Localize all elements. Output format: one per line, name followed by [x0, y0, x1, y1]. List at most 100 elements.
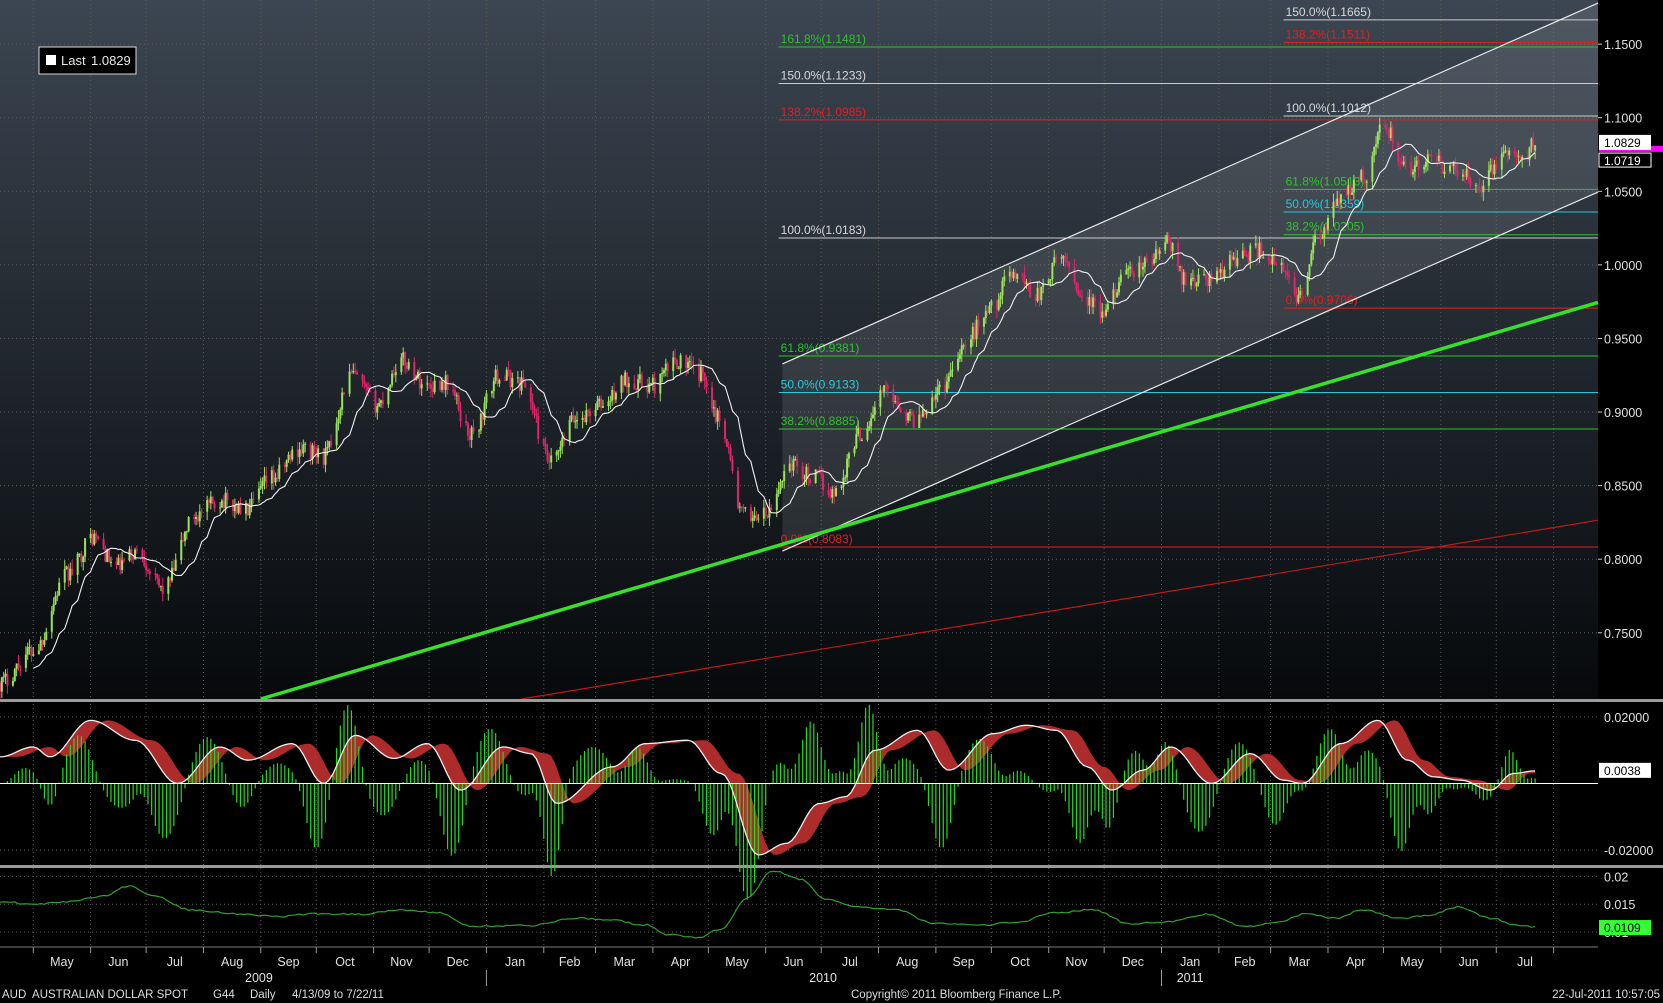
candle-up: [853, 448, 856, 454]
candle-up: [159, 585, 162, 587]
candle-down: [1345, 194, 1348, 196]
candle-up: [794, 458, 797, 460]
candle-up: [958, 354, 961, 359]
candle-up: [777, 489, 780, 494]
candle-up: [699, 366, 702, 381]
candle-down: [1515, 153, 1518, 157]
price-axis-tick: 0.8500: [1604, 480, 1642, 494]
macd-axis-tick: -0.02000: [1604, 844, 1653, 858]
candle-up: [339, 409, 342, 419]
fibonacci-levels: 161.8%(1.1481) 150.0%(1.1233) 138.2%(1.098…: [778, 5, 1598, 548]
month-label: Oct: [1010, 955, 1030, 969]
candle-down: [207, 500, 210, 504]
candle-down: [1064, 256, 1067, 262]
fib-level-label: 138.2%(1.1511): [1286, 28, 1371, 42]
candle-up: [328, 441, 331, 447]
candle-up: [1389, 127, 1392, 138]
candle-up: [947, 376, 950, 382]
candle-down: [548, 461, 551, 463]
candle-up: [1116, 292, 1119, 298]
candle-up: [171, 567, 174, 581]
candle-up: [1504, 150, 1507, 153]
candle-up: [738, 506, 741, 508]
candle-down: [405, 365, 408, 369]
candle-up: [1208, 273, 1211, 286]
fib-level-label: 38.2%(1.0205): [1286, 220, 1365, 234]
candle-up: [1232, 256, 1235, 260]
candle-up: [997, 299, 1000, 310]
candle-up: [846, 458, 849, 478]
candle-up: [883, 385, 886, 392]
candle-down: [1454, 162, 1457, 171]
candle-up: [378, 402, 381, 407]
candle-down: [115, 561, 118, 565]
candle-down: [1295, 294, 1298, 303]
candle-up: [1474, 185, 1477, 187]
candle-up: [971, 326, 974, 340]
candle-up: [677, 368, 680, 370]
candle-up: [1517, 155, 1520, 157]
candle-up: [1062, 256, 1065, 258]
candle-down: [818, 471, 821, 474]
month-label: Jul: [1517, 955, 1533, 969]
candle-up: [261, 481, 264, 487]
candle-down: [1068, 261, 1071, 268]
month-label: Feb: [559, 955, 581, 969]
candle-down: [1177, 243, 1180, 267]
candle-down: [1293, 277, 1296, 295]
candle-up: [494, 369, 497, 381]
last-price-badge-text: 1.0829: [1604, 136, 1641, 150]
candle-up: [1312, 242, 1315, 254]
price-axis-tick: 1.1000: [1604, 112, 1642, 126]
candle-down: [1404, 161, 1407, 163]
separator-main-macd: [0, 699, 1663, 702]
candle-up: [1360, 170, 1363, 181]
candle-down: [1362, 170, 1365, 180]
candle-down: [148, 571, 151, 574]
candle-up: [1262, 257, 1265, 259]
candle-up: [925, 413, 928, 415]
candle-down: [468, 435, 471, 440]
candle-down: [1491, 164, 1494, 175]
candle-down: [431, 388, 434, 392]
candle-up: [400, 357, 403, 373]
macd-value-badge-text: 0.0038: [1604, 764, 1641, 778]
candle-up: [574, 421, 577, 423]
candle-down: [1151, 261, 1154, 264]
candle-down: [542, 438, 545, 444]
regression-channel-lines: [782, 2, 1599, 552]
candle-down: [905, 412, 908, 421]
candle-down: [446, 375, 449, 390]
candle-up: [672, 357, 675, 372]
candle-up: [348, 371, 351, 394]
candle-down: [368, 390, 371, 392]
candle-up: [1060, 257, 1063, 259]
candle-up: [1413, 165, 1416, 172]
candle-down: [1439, 155, 1442, 161]
candle-down: [413, 361, 416, 381]
candle-up: [63, 569, 66, 583]
candle-down: [529, 387, 532, 402]
candle-up: [1528, 147, 1531, 160]
candle-up: [43, 640, 46, 645]
candle-up: [233, 505, 236, 512]
moving-average-line: [33, 143, 1536, 669]
candle-up: [1003, 276, 1006, 281]
macd-line: [0, 719, 1536, 856]
candle-down: [1275, 263, 1278, 265]
candle-down: [1319, 235, 1322, 239]
regression-channel-fill: [782, 3, 1598, 552]
price-axis-tick: 0.7500: [1604, 627, 1642, 641]
candle-down: [635, 389, 638, 391]
candle-down: [1245, 254, 1248, 257]
candle-up: [478, 430, 481, 432]
candle-down: [964, 345, 967, 348]
candle-down: [892, 389, 895, 402]
candle-up: [1092, 297, 1095, 308]
candle-down: [1038, 287, 1041, 301]
candle-up: [1482, 185, 1485, 193]
candle-up: [1105, 309, 1108, 316]
candle-up: [78, 553, 81, 555]
candle-up: [516, 377, 519, 379]
